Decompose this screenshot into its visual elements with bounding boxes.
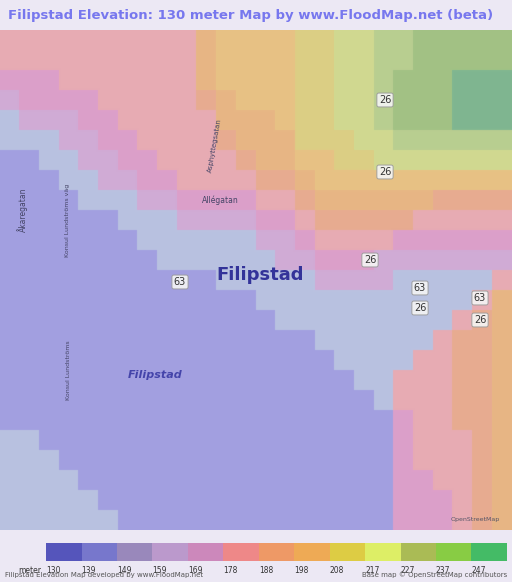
Text: 139: 139 bbox=[81, 566, 96, 576]
Text: meter: meter bbox=[18, 566, 41, 576]
Text: 169: 169 bbox=[188, 566, 202, 576]
Text: Asphyttegsatan: Asphyttegsatan bbox=[207, 118, 223, 172]
Text: 198: 198 bbox=[294, 566, 309, 576]
Bar bbox=[294, 543, 330, 561]
Text: Konsul Lundströms väg: Konsul Lundströms väg bbox=[66, 183, 71, 257]
Text: 247: 247 bbox=[472, 566, 486, 576]
Bar bbox=[223, 543, 259, 561]
Bar bbox=[153, 543, 188, 561]
Bar bbox=[330, 543, 365, 561]
Bar bbox=[117, 543, 153, 561]
Bar bbox=[188, 543, 223, 561]
Bar bbox=[436, 543, 472, 561]
Text: Filipstad: Filipstad bbox=[127, 370, 182, 380]
Text: 217: 217 bbox=[365, 566, 379, 576]
Text: Filipstad: Filipstad bbox=[216, 266, 304, 284]
Text: 63: 63 bbox=[414, 283, 426, 293]
Text: 63: 63 bbox=[474, 293, 486, 303]
Text: 26: 26 bbox=[364, 255, 376, 265]
Text: 237: 237 bbox=[436, 566, 451, 576]
Text: 188: 188 bbox=[259, 566, 273, 576]
Text: OpenStreetMap: OpenStreetMap bbox=[451, 517, 500, 522]
Text: 178: 178 bbox=[223, 566, 238, 576]
Bar bbox=[400, 543, 436, 561]
Text: 208: 208 bbox=[330, 566, 344, 576]
Text: 26: 26 bbox=[474, 315, 486, 325]
Bar bbox=[46, 543, 81, 561]
Bar bbox=[472, 543, 507, 561]
Bar bbox=[81, 543, 117, 561]
Text: 159: 159 bbox=[153, 566, 167, 576]
Text: Filipstad Elevation: 130 meter Map by www.FloodMap.net (beta): Filipstad Elevation: 130 meter Map by ww… bbox=[8, 9, 493, 22]
Text: Konsul Lundströms: Konsul Lundströms bbox=[66, 340, 71, 400]
Bar bbox=[259, 543, 294, 561]
Text: 63: 63 bbox=[174, 277, 186, 287]
Text: 26: 26 bbox=[379, 167, 391, 177]
Text: 227: 227 bbox=[400, 566, 415, 576]
Text: 149: 149 bbox=[117, 566, 132, 576]
Text: Allégatan: Allégatan bbox=[202, 195, 239, 205]
Text: Base map © OpenStreetMap contributors: Base map © OpenStreetMap contributors bbox=[361, 571, 507, 578]
Text: 26: 26 bbox=[379, 95, 391, 105]
Text: 26: 26 bbox=[414, 303, 426, 313]
Bar bbox=[365, 543, 400, 561]
Text: 130: 130 bbox=[46, 566, 60, 576]
Text: Filipstad Elevation Map developed by www.FloodMap.net: Filipstad Elevation Map developed by www… bbox=[5, 572, 203, 578]
Text: Åkaregatan: Åkaregatan bbox=[16, 188, 28, 232]
